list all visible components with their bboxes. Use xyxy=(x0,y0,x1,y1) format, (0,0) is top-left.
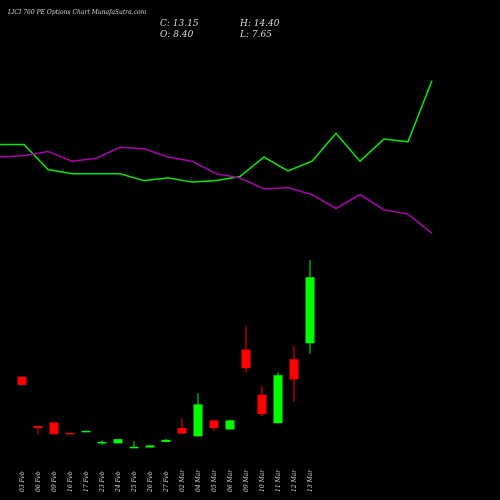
candle-body xyxy=(113,439,123,444)
x-tick-label: 24 Feb xyxy=(115,471,122,493)
candle-body xyxy=(129,446,139,449)
candle-body xyxy=(145,445,155,448)
x-tick-label: 11 Mar xyxy=(275,469,282,492)
x-tick-label: 04 Mar xyxy=(195,469,202,492)
info-open: O: 8.40 xyxy=(160,30,194,40)
x-tick-label: 17 Feb xyxy=(83,471,90,492)
x-tick-label: 09 Mar xyxy=(243,469,250,492)
candle-body xyxy=(49,422,59,435)
x-tick-label: 26 Feb xyxy=(147,471,154,493)
x-tick-label: 10 Mar xyxy=(259,469,266,492)
candle-body xyxy=(257,394,267,415)
candle-body xyxy=(273,375,283,424)
candle-body xyxy=(241,349,251,369)
info-high: H: 14.40 xyxy=(239,19,280,29)
candle-body xyxy=(97,441,107,444)
candle-body xyxy=(65,432,75,435)
x-tick-label: 23 Feb xyxy=(99,471,106,493)
candle-body xyxy=(209,420,219,429)
x-tick-label: 03 Feb xyxy=(19,471,26,492)
x-tick-label: 02 Mar xyxy=(179,469,186,492)
candle-body xyxy=(225,420,235,430)
x-tick-label: 05 Mar xyxy=(211,469,218,492)
candle-body xyxy=(81,430,91,433)
x-tick-label: 06 Feb xyxy=(35,471,42,492)
x-tick-label: 16 Feb xyxy=(67,471,74,492)
candle-body xyxy=(193,404,203,437)
x-tick-label: 27 Feb xyxy=(163,471,170,493)
candle-body xyxy=(305,277,315,344)
line-series xyxy=(0,80,433,183)
x-tick-label: 06 Mar xyxy=(227,469,234,492)
candle-body xyxy=(33,425,43,429)
x-tick-label: 12 Mar xyxy=(291,469,298,492)
candle-body xyxy=(177,428,187,434)
x-tick-label: 09 Feb xyxy=(51,471,58,492)
line-series xyxy=(0,146,433,235)
x-tick-label: 13 Mar xyxy=(307,469,314,492)
candle-body xyxy=(17,376,27,385)
x-tick-label: 25 Feb xyxy=(131,471,138,493)
info-low: L: 7.65 xyxy=(239,30,272,40)
candle-body xyxy=(161,439,171,442)
chart-title: LICI 760 PE Options Chart MunafaSutra.co… xyxy=(7,9,147,16)
info-close: C: 13.15 xyxy=(160,19,199,29)
candle-body xyxy=(289,359,299,380)
